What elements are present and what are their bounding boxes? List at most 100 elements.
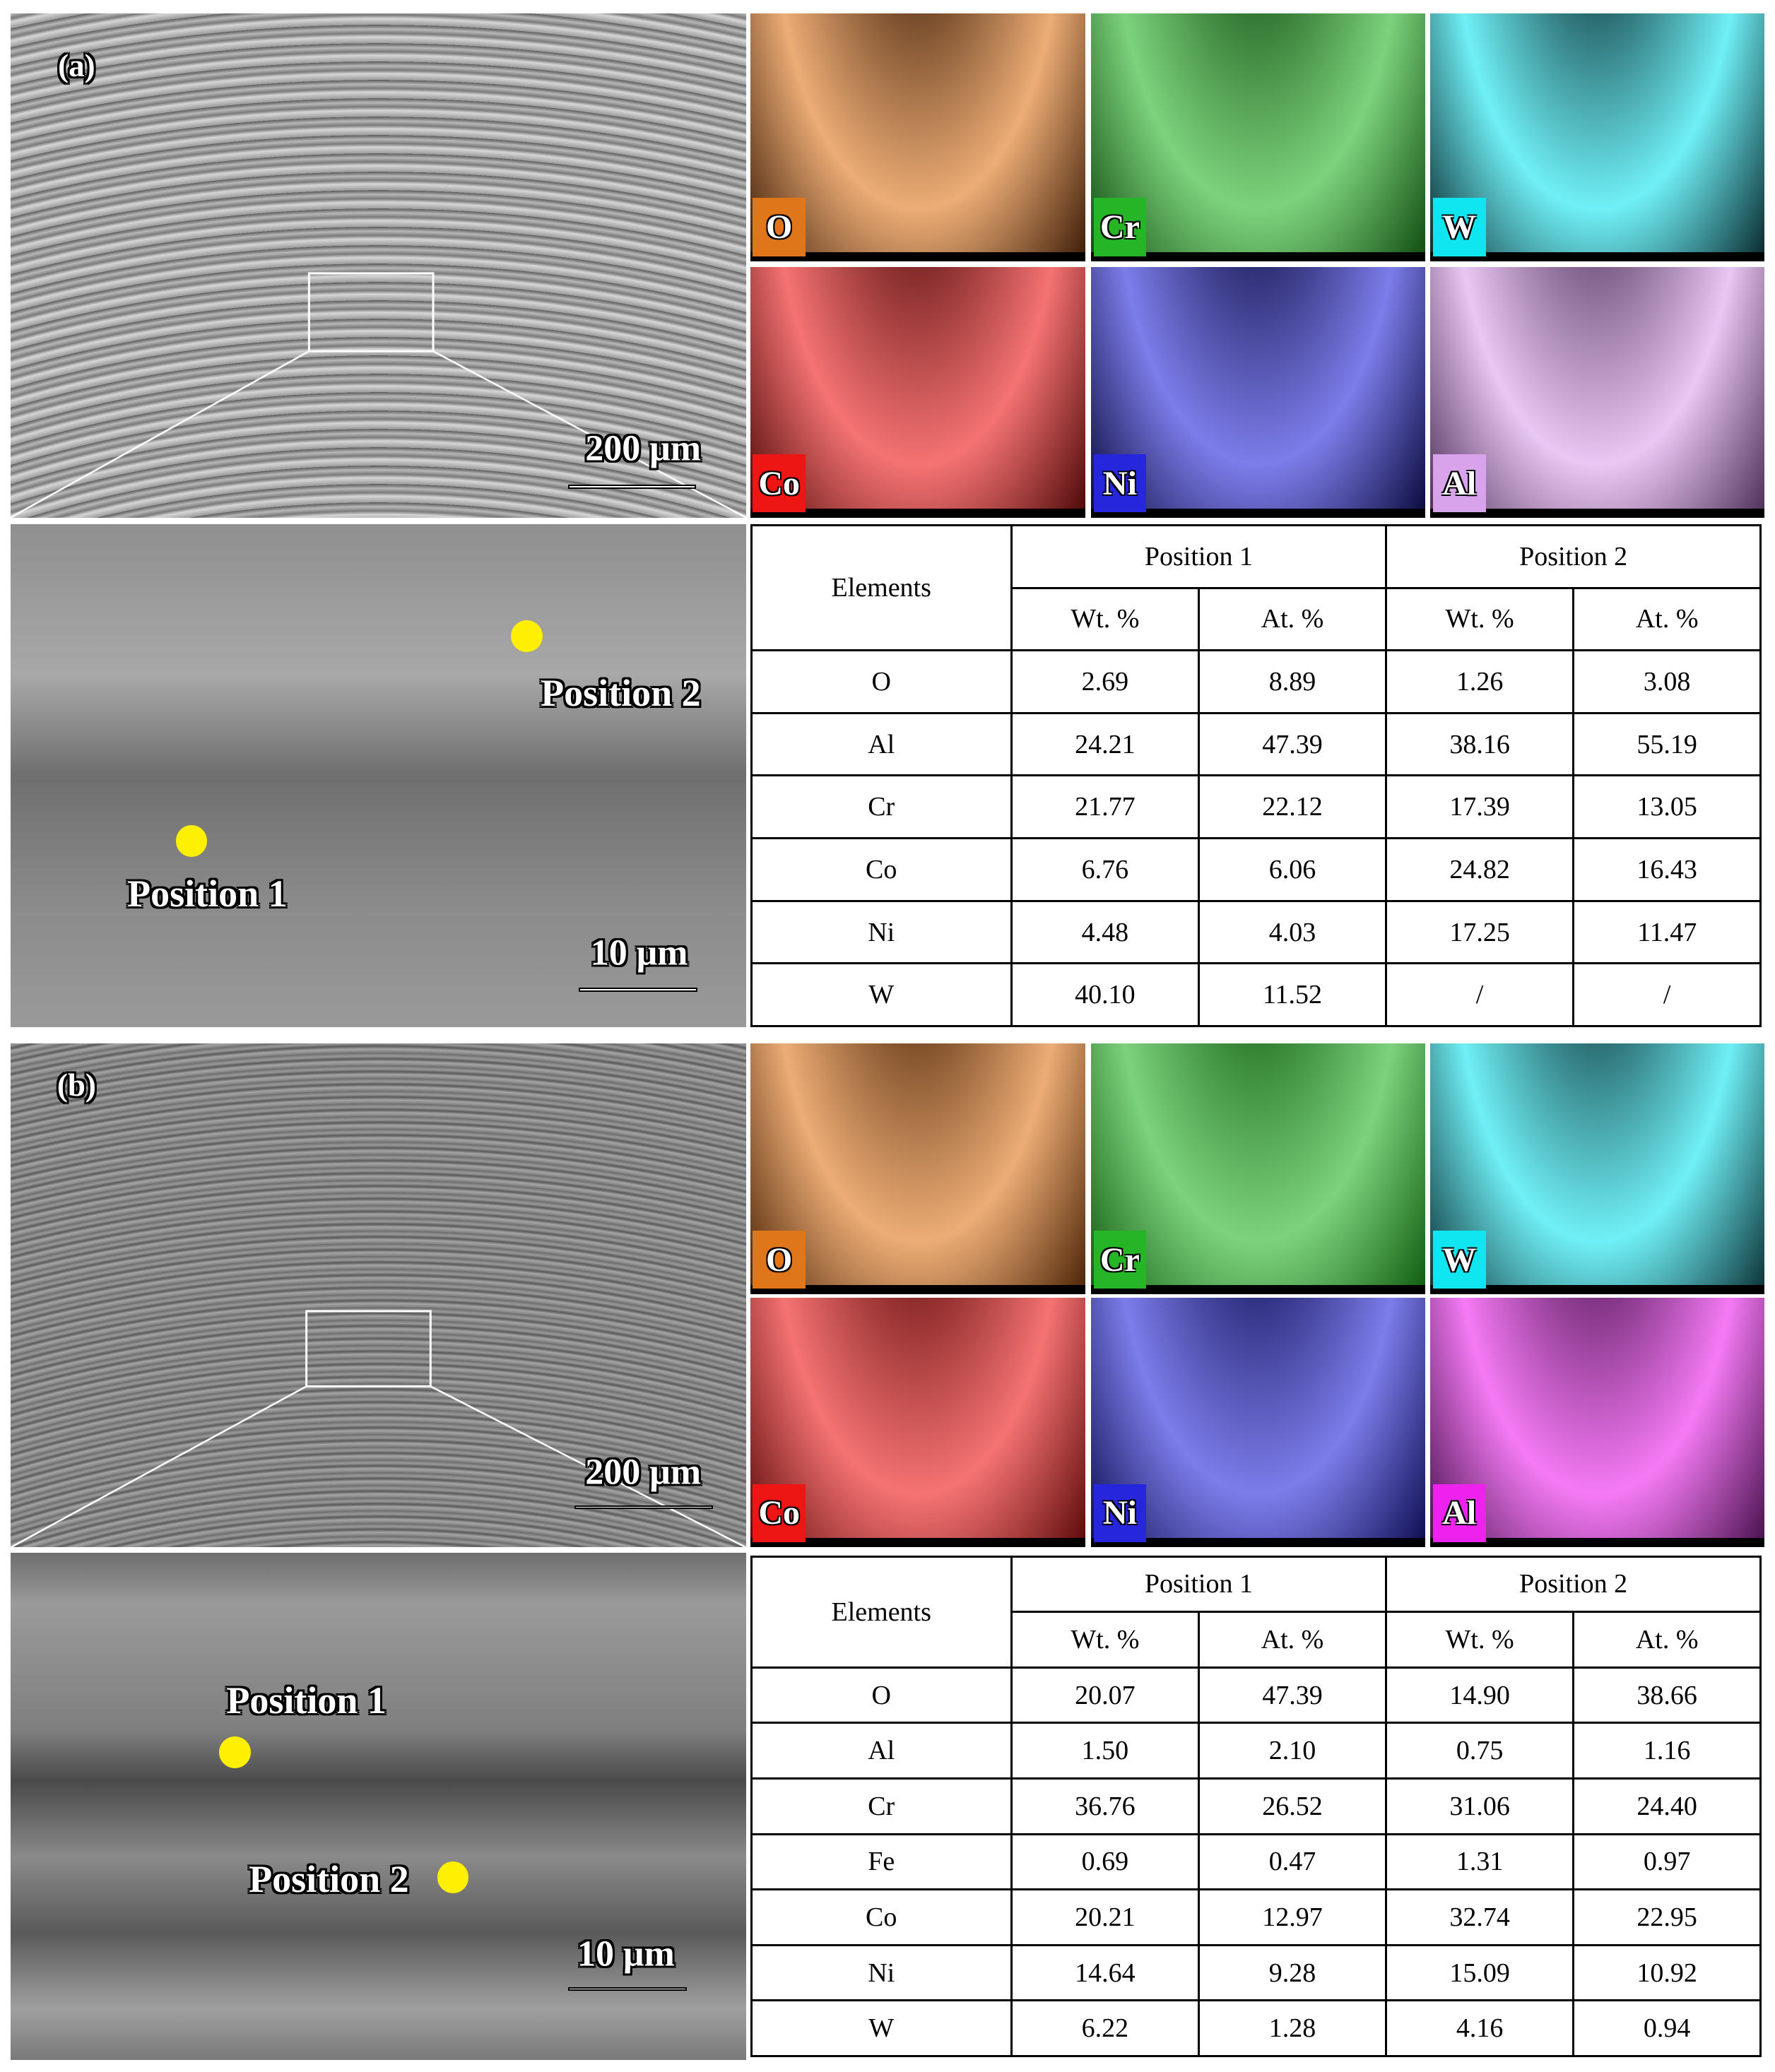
position-label: Position 2 <box>249 1857 409 1900</box>
table-row: Co 20.21 12.97 32.74 22.95 <box>750 1888 1762 1946</box>
eds-map <box>750 1043 1086 1294</box>
eds-map <box>1430 266 1764 518</box>
table-cell: 40.10 <box>1010 962 1200 1028</box>
map-element-label: Al <box>1432 454 1486 513</box>
position-label: Position 1 <box>127 872 288 916</box>
map-element-label: Ni <box>1093 454 1147 513</box>
map-element-label: O <box>753 1230 806 1289</box>
scale-bar-label: 10 μm <box>590 933 688 973</box>
table-cell: 47.39 <box>1197 1666 1388 1724</box>
header-cell: Position 1 <box>1010 1555 1388 1614</box>
scale-bar <box>567 484 696 489</box>
map-info-strip <box>1090 251 1425 262</box>
table-cell: 26.52 <box>1197 1777 1388 1835</box>
table-cell: 4.16 <box>1385 1999 1575 2057</box>
scale-bar-label: 200 μm <box>585 1452 702 1493</box>
table-cell: Ni <box>750 1943 1013 2002</box>
table-cell: 32.74 <box>1385 1888 1575 1946</box>
eds-map <box>1090 1043 1425 1294</box>
eds-map <box>1090 1298 1425 1548</box>
table-cell: 24.21 <box>1010 711 1200 777</box>
table-cell: 1.26 <box>1385 649 1575 714</box>
subheader-cell: At. % <box>1572 586 1762 652</box>
table-cell: 1.16 <box>1572 1722 1762 1780</box>
subheader-cell: Wt. % <box>1010 1611 1200 1669</box>
table-cell: 15.09 <box>1385 1943 1575 2002</box>
map-info-strip <box>1430 1284 1764 1294</box>
table-cell: Ni <box>750 899 1013 965</box>
table-row: Cr 36.76 26.52 31.06 24.40 <box>750 1777 1762 1835</box>
table-cell: Fe <box>750 1833 1013 1891</box>
table-cell: 11.52 <box>1197 962 1388 1028</box>
map-info-strip <box>750 508 1086 518</box>
table-wrap: Elements Position 1 Position 2 Wt. % At. % Wt… <box>750 1555 1762 2057</box>
table-cell: Al <box>750 1722 1013 1780</box>
position-marker <box>511 620 543 653</box>
scale-bar <box>567 1987 687 1991</box>
table-cell: 4.48 <box>1010 899 1200 965</box>
map-info-strip <box>750 1538 1086 1548</box>
table-cell: 47.39 <box>1197 711 1388 777</box>
header-cell: Elements <box>750 523 1013 652</box>
composition-table: Elements Position 1 Position 2 Wt. % At. % Wt… <box>750 1555 1762 2057</box>
table-cell: 14.64 <box>1010 1943 1200 2002</box>
subheader-cell: At. % <box>1197 586 1388 652</box>
table-row: O 2.69 8.89 1.26 3.08 <box>750 649 1762 714</box>
table-cell: 12.97 <box>1197 1888 1388 1946</box>
position-marker <box>437 1861 469 1894</box>
table-cell: O <box>750 649 1013 714</box>
table-cell: 24.82 <box>1385 837 1575 902</box>
eds-map <box>1430 1298 1764 1548</box>
table-row: Ni 14.64 9.28 15.09 10.92 <box>750 1943 1762 2002</box>
table-cell: 16.43 <box>1572 837 1762 902</box>
eds-map <box>1430 13 1764 262</box>
table-cell: 8.89 <box>1197 649 1388 714</box>
map-info-strip <box>1090 1538 1425 1548</box>
table-cell: 17.39 <box>1385 774 1575 840</box>
table-cell: 0.97 <box>1572 1833 1762 1891</box>
subheader-row: Wt. % At. % Wt. % At. % <box>751 1611 1762 1669</box>
eds-map <box>750 1298 1086 1548</box>
subheader-cell: At. % <box>1572 1611 1762 1669</box>
table-cell: 2.69 <box>1010 649 1200 714</box>
table-cell: 0.75 <box>1385 1722 1575 1780</box>
subheader-row: Wt. % At. % Wt. % At. % <box>751 586 1762 652</box>
map-info-strip <box>1090 1284 1425 1294</box>
table-wrap: Elements Position 1 Position 2 Wt. % At. % Wt… <box>750 523 1762 1028</box>
map-element-label: O <box>753 198 806 256</box>
table-cell: 3.08 <box>1572 649 1762 714</box>
table-cell: 13.05 <box>1572 774 1762 840</box>
table-cell: 1.50 <box>1010 1722 1200 1780</box>
table-row: W 6.22 1.28 4.16 0.94 <box>750 1999 1762 2057</box>
map-element-label: Ni <box>1093 1484 1147 1542</box>
map-info-strip <box>1430 1538 1764 1548</box>
eds-map <box>1430 1043 1764 1294</box>
map-element-label: Cr <box>1093 198 1147 256</box>
table-cell: 20.21 <box>1010 1888 1200 1946</box>
table-cell: 24.40 <box>1572 1777 1762 1835</box>
map-element-label: Co <box>753 1484 806 1542</box>
position-label: Position 1 <box>226 1679 387 1722</box>
table-cell: 22.12 <box>1197 774 1388 840</box>
map-info-strip <box>1430 508 1764 518</box>
table-cell: 22.95 <box>1572 1888 1762 1946</box>
header-cell: Position 1 <box>1010 523 1388 589</box>
map-element-label: W <box>1432 1230 1486 1289</box>
eds-map <box>750 13 1086 262</box>
eds-map <box>750 266 1086 518</box>
table-cell: 14.90 <box>1385 1666 1575 1724</box>
map-info-strip <box>1430 251 1764 262</box>
table-cell: 55.19 <box>1572 711 1762 777</box>
table-row: W 40.10 11.52// <box>750 962 1762 1028</box>
table-row: Al 1.50 2.10 0.75 1.16 <box>750 1722 1762 1780</box>
zoom-image <box>10 523 746 1028</box>
table-cell: 38.66 <box>1572 1666 1762 1724</box>
table-row: Ni 4.48 4.03 17.25 11.47 <box>750 899 1762 965</box>
panel-label: (b) <box>57 1067 96 1103</box>
table-cell: 2.10 <box>1197 1722 1388 1780</box>
table-cell: 9.28 <box>1197 1943 1388 2002</box>
table-cell: 6.76 <box>1010 837 1200 902</box>
table-cell: 21.77 <box>1010 774 1200 840</box>
subheader-cell: At. % <box>1197 1611 1388 1669</box>
scale-bar <box>574 1505 714 1510</box>
